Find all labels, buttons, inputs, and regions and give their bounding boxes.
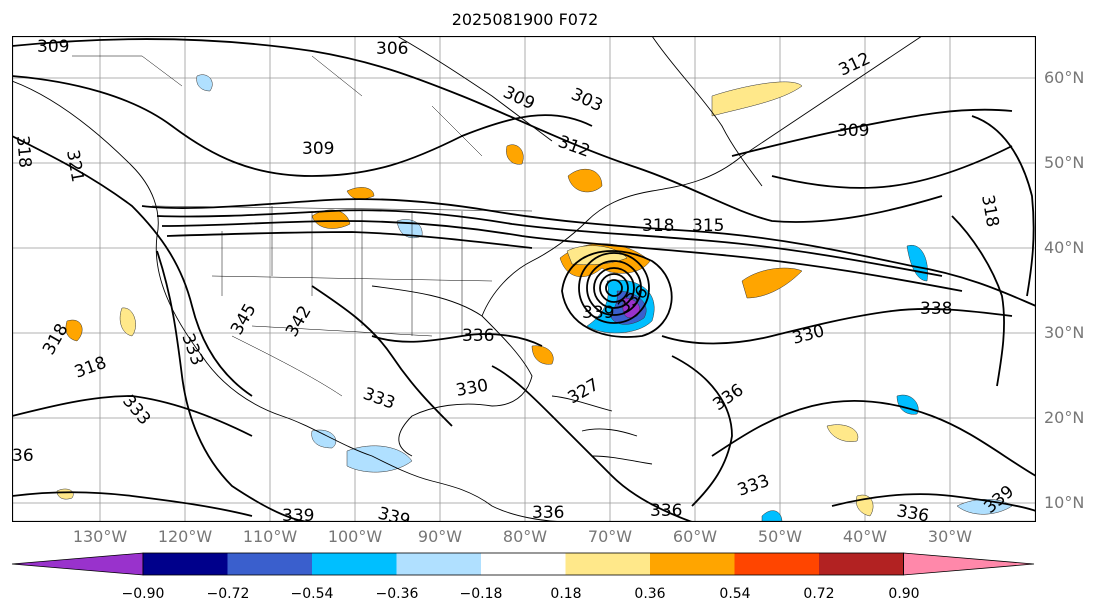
contour-label: 309: [302, 139, 334, 159]
lon-label: 100°W: [327, 527, 383, 546]
lat-label: 40°N: [1044, 238, 1085, 257]
colorbar-swatch: [143, 553, 228, 575]
colorbar-swatches: [11, 552, 1035, 576]
colorbar-tick-label: −0.90: [121, 586, 165, 602]
contour-label: 339: [582, 303, 614, 323]
colorbar-swatch: [227, 553, 312, 575]
contour-label: 339: [282, 506, 314, 522]
lon-label: 50°W: [757, 527, 803, 546]
contour-label: 338: [920, 299, 952, 319]
lon-label: 90°W: [417, 527, 463, 546]
colorbar-tick-label: 0.90: [888, 586, 920, 602]
contour-label: 336: [650, 501, 682, 521]
colorbar-swatch: [312, 553, 397, 575]
contour-label: 336: [895, 501, 930, 522]
contour-label: 36: [12, 446, 34, 466]
colorbar-swatch: [481, 553, 566, 575]
colorbar-tick-label: 0.72: [803, 586, 835, 602]
contour-label: 318: [12, 135, 35, 169]
lon-label: 110°W: [242, 527, 298, 546]
lat-label: 60°N: [1044, 68, 1085, 87]
colorbar-swatch: [11, 552, 144, 576]
colorbar: [11, 552, 1035, 576]
lon-label: 80°W: [502, 527, 548, 546]
lat-label: 50°N: [1044, 153, 1085, 172]
colorbar-tick-label: −0.54: [290, 586, 334, 602]
lat-label: 20°N: [1044, 408, 1085, 427]
lat-label: 10°N: [1044, 493, 1085, 512]
contour-label: 309: [37, 37, 69, 57]
colorbar-tick-label: −0.72: [206, 586, 250, 602]
borders: [72, 55, 533, 397]
map-border: [12, 36, 1036, 522]
lon-label: 130°W: [72, 527, 128, 546]
map-title: 2025081900 F072: [451, 10, 599, 29]
contours: [12, 38, 1036, 522]
colorbar-swatch: [565, 553, 650, 575]
lon-label: 70°W: [587, 527, 633, 546]
colorbar-tick-label: −0.18: [459, 586, 503, 602]
colorbar-tick-label: 0.54: [719, 586, 751, 602]
contour-label: 336: [532, 503, 564, 522]
colorbar-swatch: [819, 553, 904, 575]
lon-label: 120°W: [157, 527, 213, 546]
lat-label: 30°N: [1044, 323, 1085, 342]
shaded-anomalies: [56, 74, 1013, 522]
colorbar-swatch: [903, 552, 1035, 576]
colorbar-tick-label: −0.36: [375, 586, 419, 602]
colorbar-swatch: [734, 553, 819, 575]
contour-label: 315: [692, 216, 724, 236]
map-panel: 309 306 309 303 312 312 309 321 318 309 …: [12, 36, 1036, 522]
contour-label: 309: [837, 121, 869, 141]
lon-label: 60°W: [672, 527, 718, 546]
colorbar-swatch: [650, 553, 735, 575]
colorbar-tick-label: 0.18: [550, 586, 582, 602]
contour-label: 306: [376, 39, 408, 59]
contour-label: 336: [462, 326, 494, 346]
contour-label: 318: [642, 216, 674, 236]
lon-label: 40°W: [842, 527, 888, 546]
colorbar-tick-label: 0.36: [634, 586, 666, 602]
lon-label: 30°W: [927, 527, 973, 546]
colorbar-swatch: [396, 553, 481, 575]
